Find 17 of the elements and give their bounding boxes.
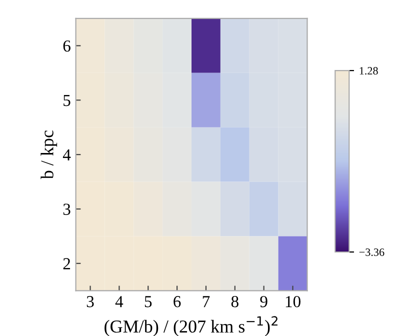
y-tick-label: 2: [63, 258, 70, 270]
y-tick-label: 5: [64, 94, 70, 106]
color-bar-label: −3.36: [359, 248, 384, 256]
x-tick-label: 9: [260, 296, 268, 308]
x-tick-label: 8: [231, 296, 238, 308]
x-axis-title: (GM/b) / (207 km s$^{−1}$)$^{2}$: [104, 316, 278, 336]
x-tick-label: 4: [115, 296, 124, 308]
x-tick-label: 10: [286, 296, 300, 308]
color-bar-label: 1.28: [360, 67, 378, 75]
x-tick-label: 3: [86, 296, 94, 308]
x-tick-label: 7: [202, 296, 210, 308]
x-tick-label: 6: [174, 296, 181, 308]
y-axis-title: b / kpc: [40, 130, 58, 180]
y-tick-label: 4: [62, 149, 71, 160]
x-tick-label: 5: [144, 296, 152, 308]
y-tick-label: 6: [63, 40, 70, 52]
y-tick-label: 3: [63, 204, 70, 215]
